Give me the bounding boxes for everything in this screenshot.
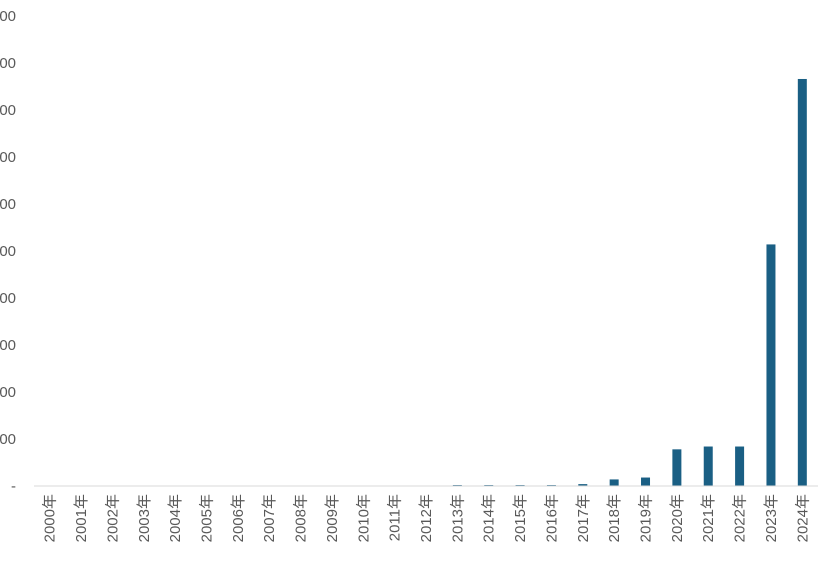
- y-tick-label: 00: [0, 290, 16, 307]
- y-tick-label: 00: [0, 149, 16, 166]
- bar: [735, 446, 745, 486]
- x-tick-label: 2003年: [136, 494, 153, 542]
- x-tick-label: 2018年: [606, 494, 623, 542]
- y-tick-label: 00: [0, 243, 16, 260]
- bar: [578, 484, 588, 486]
- bar: [703, 446, 713, 486]
- x-tick-label: 2004年: [167, 494, 184, 542]
- y-tick-label: -: [11, 478, 16, 495]
- x-axis-ticks: 2000年 2001年 2002年 2003年 2004年 2005年 2006年 2007年…: [42, 494, 812, 542]
- x-tick-label: 2009年: [324, 494, 341, 542]
- bar: [797, 78, 807, 486]
- x-tick-label: 2007年: [261, 494, 278, 542]
- y-tick-label: 00: [0, 196, 16, 213]
- y-tick-label: 00: [0, 431, 16, 448]
- x-tick-label: 2017年: [575, 494, 592, 542]
- bar: [766, 244, 776, 486]
- y-axis-ticks: 00 00 00 00 00 00 00 00 00 00 -: [0, 8, 16, 495]
- x-tick-label: 2021年: [700, 494, 717, 542]
- y-tick-label: 00: [0, 55, 16, 72]
- x-tick-label: 2013年: [449, 494, 466, 542]
- x-tick-label: 2020年: [669, 494, 686, 542]
- x-tick-label: 2001年: [73, 494, 90, 542]
- x-tick-label: 2019年: [638, 494, 655, 542]
- bar: [641, 477, 651, 486]
- x-tick-label: 2000年: [42, 494, 59, 542]
- y-tick-label: 00: [0, 384, 16, 401]
- x-tick-label: 2008年: [293, 494, 310, 542]
- x-tick-label: 2023年: [763, 494, 780, 542]
- x-tick-label: 2024年: [794, 494, 811, 542]
- x-tick-label: 2005年: [198, 494, 215, 542]
- x-tick-label: 2012年: [418, 494, 435, 542]
- bars-group: [452, 78, 807, 486]
- y-tick-label: 00: [0, 337, 16, 354]
- x-tick-label: 2011年: [387, 494, 404, 541]
- bar: [609, 479, 619, 486]
- x-tick-label: 2002年: [104, 494, 121, 542]
- y-tick-label: 00: [0, 102, 16, 119]
- x-tick-label: 2010年: [355, 494, 372, 542]
- bar: [672, 449, 682, 486]
- x-tick-label: 2014年: [481, 494, 498, 542]
- x-tick-label: 2015年: [512, 494, 529, 542]
- x-tick-label: 2022年: [732, 494, 749, 542]
- x-tick-label: 2006年: [230, 494, 247, 542]
- y-tick-label: 00: [0, 8, 16, 25]
- x-tick-label: 2016年: [543, 494, 560, 542]
